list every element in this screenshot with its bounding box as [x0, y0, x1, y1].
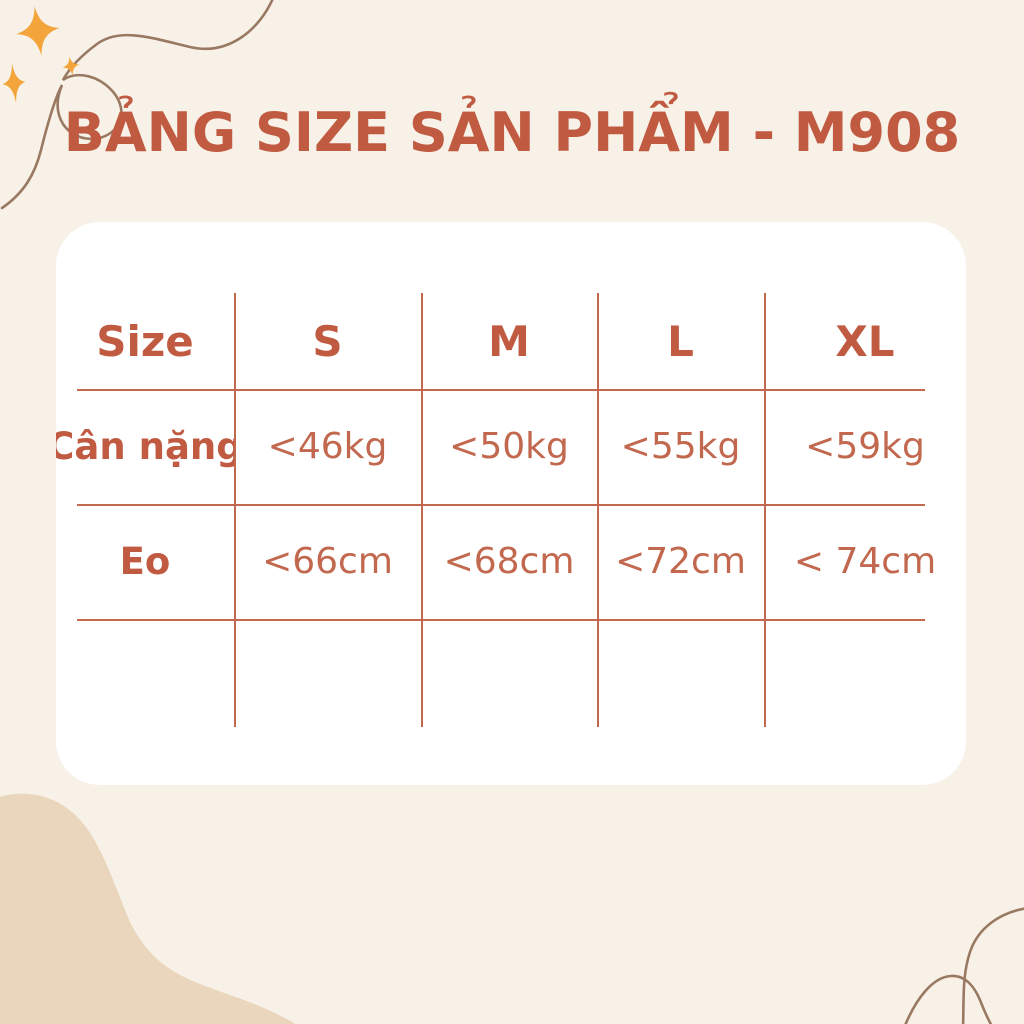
row-label-weight: Cân nặng	[56, 425, 234, 468]
table-column-line-1	[234, 293, 236, 727]
waist-value-s: <66cm	[262, 541, 393, 582]
weight-value-xl: <59kg	[805, 426, 925, 467]
column-header-l: L	[667, 316, 694, 366]
squiggle-line-bottom-right-vertical	[961, 907, 1024, 1024]
sparkle-star-icon-small	[62, 56, 80, 76]
table-row-line-2	[77, 504, 925, 506]
page-title: BẢNG SIZE SẢN PHẨM - M908	[63, 101, 961, 164]
squiggle-line-bottom-right-arch	[904, 974, 993, 1024]
table-column-line-2	[421, 293, 423, 727]
table-row-line-1	[77, 389, 925, 391]
size-table-card: Size S M L XL Cân nặng <46kg <50kg <55kg…	[56, 222, 966, 785]
weight-value-m: <50kg	[449, 426, 569, 467]
column-header-m: M	[488, 316, 530, 366]
waist-value-xl: < 74cm	[793, 541, 937, 582]
table-column-line-3	[597, 293, 599, 727]
column-header-size: Size	[96, 316, 194, 366]
table-row-line-3	[77, 619, 925, 621]
sparkle-star-icon-medium	[2, 62, 26, 104]
row-label-waist: Eo	[119, 540, 171, 583]
size-table: Size S M L XL Cân nặng <46kg <50kg <55kg…	[56, 293, 966, 619]
column-header-xl: XL	[835, 316, 895, 366]
weight-value-l: <55kg	[620, 426, 741, 467]
column-header-s: S	[312, 316, 343, 366]
weight-value-s: <46kg	[267, 426, 388, 467]
waist-value-l: <72cm	[615, 541, 746, 582]
sparkle-star-icon-large	[16, 6, 60, 56]
waist-value-m: <68cm	[443, 541, 575, 582]
table-column-line-4	[764, 293, 766, 727]
corner-blob-shape	[0, 793, 296, 1024]
